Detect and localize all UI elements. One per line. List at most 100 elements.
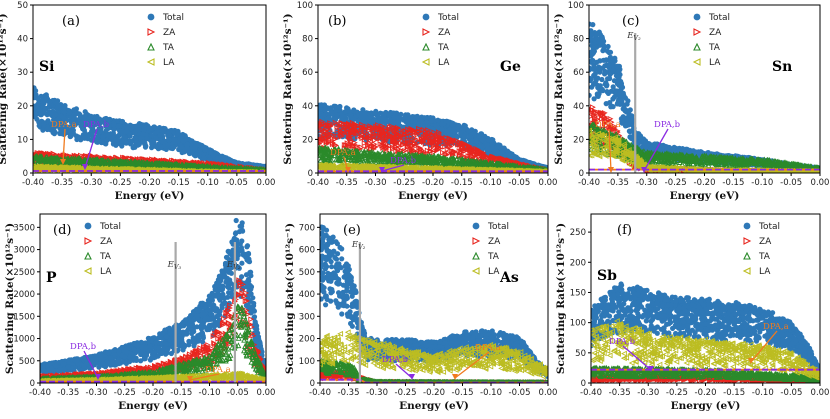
point-total <box>52 129 58 135</box>
point-total <box>61 109 67 115</box>
point-za <box>398 140 405 147</box>
legend-label-za: ZA <box>163 28 176 38</box>
point-total <box>347 112 354 119</box>
point-total <box>227 157 233 163</box>
x-tick-label: -0.15 <box>168 178 190 188</box>
point-total <box>362 111 368 117</box>
point-total <box>428 118 435 124</box>
point-ta <box>97 157 104 164</box>
point-total <box>188 149 194 155</box>
point-la <box>43 163 50 170</box>
point-total <box>486 137 492 143</box>
point-total <box>149 132 155 138</box>
point-za <box>78 152 84 159</box>
point-za <box>430 132 437 139</box>
point-total <box>334 104 340 110</box>
point-total <box>449 121 455 128</box>
point-total <box>485 145 491 151</box>
point-total <box>386 112 392 118</box>
point-total <box>110 132 117 138</box>
legend-label-la: LA <box>163 58 175 68</box>
point-total <box>127 133 133 139</box>
point-ta <box>33 154 40 161</box>
point-total <box>456 122 462 129</box>
point-total <box>46 99 53 105</box>
point-total <box>208 149 214 156</box>
point-total <box>71 112 77 118</box>
y-axis-label: Scattering Rate(×10¹²s⁻¹) <box>0 13 9 164</box>
point-total <box>322 107 328 113</box>
point-total <box>418 117 424 124</box>
point-total <box>215 155 221 161</box>
point-za <box>414 137 421 144</box>
point-total <box>412 119 418 125</box>
point-total <box>66 110 72 116</box>
point-za <box>377 135 384 142</box>
element-label: Si <box>39 59 54 75</box>
point-total <box>430 126 436 132</box>
point-total <box>166 129 172 135</box>
point-total <box>318 102 324 108</box>
annotation-dpa-a: DPA,a <box>51 120 77 130</box>
point-total <box>197 150 203 156</box>
point-la <box>73 165 80 172</box>
point-total <box>111 122 117 128</box>
point-total <box>119 143 125 149</box>
point-total <box>480 137 486 143</box>
point-total <box>400 124 406 130</box>
point-total <box>476 133 482 139</box>
point-total <box>88 113 94 119</box>
point-total <box>366 119 373 125</box>
point-total <box>100 134 106 140</box>
legend-marker-ta <box>147 42 155 51</box>
point-ta <box>74 156 81 163</box>
point-total <box>201 154 207 160</box>
point-total <box>96 129 103 135</box>
point-ta <box>155 161 162 168</box>
point-total <box>160 128 166 134</box>
x-tick-label: -0.35 <box>51 178 73 188</box>
point-total <box>181 138 187 144</box>
point-total <box>80 119 86 126</box>
panel-label: (a) <box>62 14 80 29</box>
point-total <box>55 117 61 123</box>
point-total <box>61 105 67 111</box>
x-tick-label: -0.30 <box>80 178 102 188</box>
point-total <box>236 160 242 166</box>
point-ta <box>37 152 43 159</box>
point-total <box>506 152 512 158</box>
x-tick-label: -0.40 <box>22 178 44 188</box>
point-total <box>75 134 81 140</box>
point-total <box>44 126 51 133</box>
point-total <box>45 118 51 124</box>
point-total <box>192 145 198 151</box>
point-la <box>77 165 84 172</box>
point-total <box>96 116 103 122</box>
point-total <box>466 128 472 134</box>
chart-panel-ge: -0.40 -0.35 -0.30 -0.25 -0.20 -0.15 -0.10 -0.05… <box>282 1 557 202</box>
point-total <box>55 103 61 109</box>
point-ta <box>39 154 45 160</box>
point-ta <box>91 157 97 164</box>
point-total <box>119 118 126 125</box>
point-za <box>434 147 441 154</box>
point-total <box>471 130 477 136</box>
point-za <box>318 128 323 133</box>
point-total <box>435 117 441 123</box>
point-total <box>334 112 340 118</box>
point-la <box>33 165 37 172</box>
point-total <box>489 144 495 150</box>
point-total <box>75 119 81 125</box>
point-total <box>147 126 154 132</box>
point-total <box>95 136 101 142</box>
point-total <box>128 139 135 145</box>
point-total <box>339 113 345 119</box>
point-total <box>451 129 457 135</box>
point-ta <box>127 160 134 167</box>
point-ta <box>162 160 169 167</box>
point-total <box>320 112 326 118</box>
point-total <box>49 111 55 117</box>
point-total <box>130 145 136 151</box>
point-total <box>80 115 87 121</box>
point-za <box>416 139 423 146</box>
